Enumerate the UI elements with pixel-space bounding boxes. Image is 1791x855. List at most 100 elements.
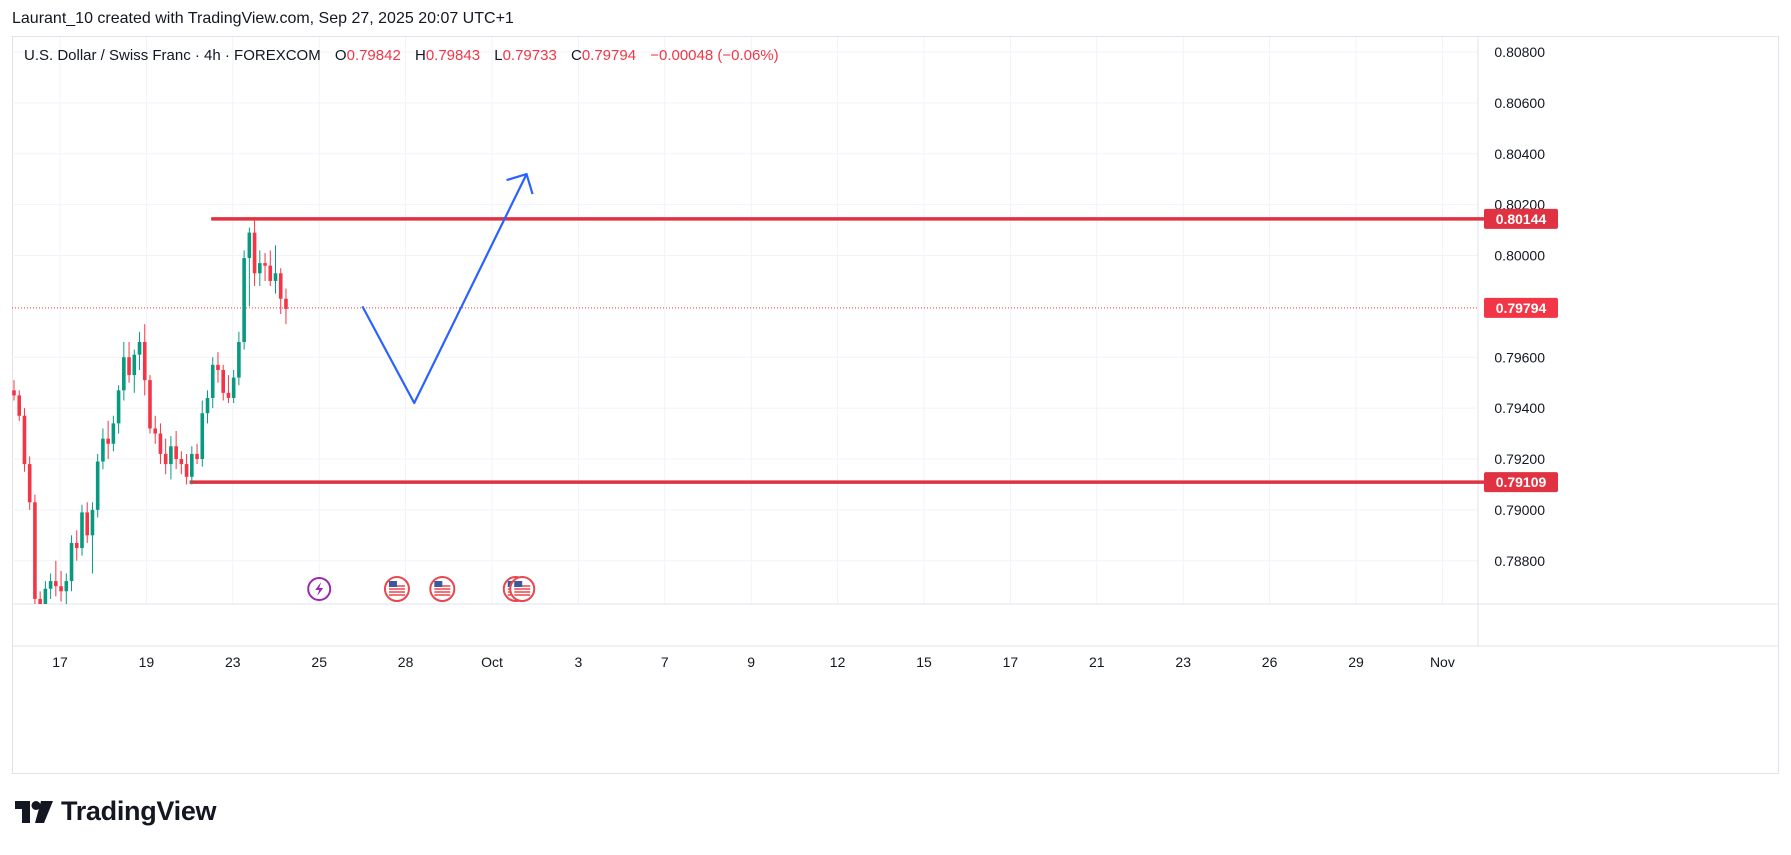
arrow-head: [506, 172, 534, 195]
candle: [90, 502, 95, 574]
candle-body: [101, 438, 105, 462]
candle-body: [231, 377, 236, 398]
time-axis: 17 19 23 25 28 Oct 3 7 9 12 15 17 21 23 26 29 Nov: [52, 654, 1455, 670]
us-flag-event-icon[interactable]: [429, 576, 456, 602]
candle: [169, 436, 173, 480]
candle: [148, 375, 152, 434]
candle-body: [43, 588, 48, 604]
lightning-event-icon[interactable]: [307, 577, 332, 601]
us-flag-event-icon[interactable]: [383, 576, 410, 602]
candle: [122, 341, 126, 401]
candle: [252, 219, 257, 287]
time-tick-label: 7: [661, 654, 669, 670]
candle-body: [205, 397, 210, 414]
candle: [95, 453, 100, 518]
candle: [226, 375, 231, 404]
candle-body: [268, 265, 273, 281]
candle-body: [263, 263, 267, 266]
price-tick-label: 0.80800: [1494, 44, 1545, 60]
candle: [59, 570, 63, 602]
candle: [127, 341, 131, 383]
candle: [64, 573, 69, 604]
candle-body: [169, 446, 173, 465]
high-value: 0.79843: [425, 47, 481, 64]
candle-body: [142, 341, 147, 381]
candle: [12, 380, 16, 401]
candlestick-chart[interactable]: 0.80800 0.80600 0.80400 0.80200 0.80000 0.796…: [0, 0, 1791, 790]
time-tick-label: Nov: [1430, 654, 1455, 670]
horizontal-levels: [12, 217, 1486, 484]
time-tick-label: 28: [398, 654, 414, 670]
candle: [190, 446, 194, 485]
event-markers: [307, 576, 536, 602]
candle-body: [210, 364, 215, 398]
candle: [17, 390, 22, 421]
candle: [48, 573, 53, 599]
candle-body: [127, 357, 131, 376]
candle-body: [54, 581, 58, 587]
candle: [205, 390, 210, 424]
symbol-name: U.S. Dollar / Swiss Franc · 4h · FOREXCO…: [24, 47, 321, 64]
candle-body: [163, 453, 168, 465]
price-tick-label: 0.79600: [1494, 349, 1545, 365]
candle: [85, 502, 90, 543]
candle: [101, 428, 105, 470]
candle-body: [174, 446, 178, 459]
candle: [43, 581, 48, 604]
candle: [80, 504, 84, 556]
candle: [210, 357, 215, 409]
candle: [111, 415, 116, 452]
candle-body: [221, 369, 225, 393]
candle: [268, 250, 273, 287]
candle: [200, 400, 205, 467]
time-tick-label: 12: [830, 654, 846, 670]
candle-body: [122, 357, 126, 391]
candle: [158, 423, 163, 465]
candle: [273, 245, 278, 294]
grid-lines: [12, 37, 1779, 647]
candle-body: [48, 581, 53, 589]
candle: [242, 250, 246, 350]
chart-attribution: Laurant_10 created with TradingView.com,…: [12, 10, 514, 27]
close-label: C: [570, 47, 582, 64]
open-label: O: [334, 47, 347, 64]
candle: [116, 385, 121, 434]
candle: [231, 369, 236, 404]
projection-drawing: [361, 172, 534, 405]
candle-body: [33, 502, 37, 599]
candle: [263, 252, 267, 281]
open-value: 0.79842: [346, 47, 401, 64]
candle-body: [158, 433, 163, 454]
chart-frame: [12, 36, 1779, 774]
price-tick-label: 0.78800: [1494, 553, 1545, 569]
candle-body: [74, 542, 79, 549]
candle-body: [69, 542, 74, 582]
us-flag-event-icon[interactable]: [509, 576, 536, 602]
projection-path[interactable]: [361, 173, 528, 405]
candle-body: [273, 273, 278, 281]
candle-body: [200, 413, 205, 459]
candle-body: [106, 438, 110, 444]
candle-body: [153, 428, 158, 434]
low-value: 0.79733: [502, 47, 557, 64]
time-tick-label: 3: [575, 654, 583, 670]
price-tick-label: 0.79200: [1494, 451, 1545, 467]
price-tick-label: 0.80000: [1494, 248, 1545, 264]
tradingview-logo[interactable]: TradingView: [15, 796, 217, 827]
candle: [184, 453, 189, 485]
tradingview-logo-icon: [15, 800, 53, 823]
candle-body: [111, 423, 116, 444]
candle-body: [184, 464, 189, 477]
candle-body: [116, 390, 121, 424]
candle-body: [237, 341, 241, 378]
time-tick-label: 21: [1089, 654, 1105, 670]
tradingview-wordmark: TradingView: [61, 796, 217, 826]
candle-body: [95, 461, 100, 510]
candle: [22, 408, 27, 472]
price-tick-label: 0.80600: [1494, 95, 1545, 111]
candle-body: [148, 380, 152, 429]
time-tick-label: 19: [139, 654, 155, 670]
time-tick-label: 25: [311, 654, 327, 670]
candle-body: [17, 395, 22, 416]
time-tick-label: 23: [1175, 654, 1191, 670]
